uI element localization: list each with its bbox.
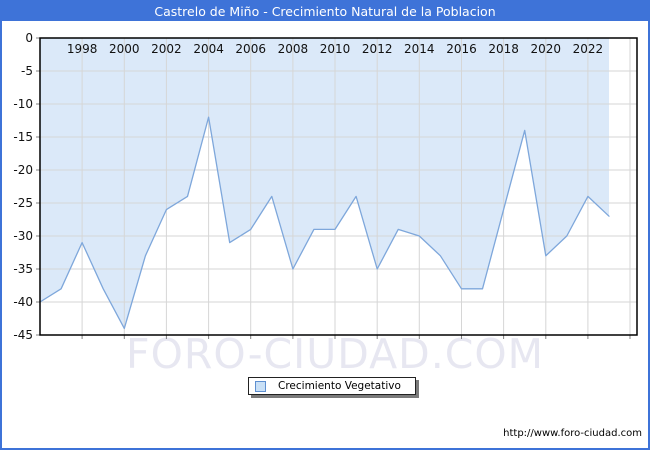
svg-text:-40: -40 <box>13 295 33 309</box>
chart-title: Castrelo de Miño - Crecimiento Natural d… <box>154 4 496 19</box>
svg-text:2022: 2022 <box>573 42 604 56</box>
svg-text:2014: 2014 <box>404 42 435 56</box>
area-fill <box>40 38 609 329</box>
svg-text:2000: 2000 <box>109 42 140 56</box>
svg-text:-15: -15 <box>13 130 33 144</box>
svg-text:-20: -20 <box>13 163 33 177</box>
x-axis-labels: 1998 2000 2002 2004 2006 2008 2010 2012 2014 2016… <box>67 42 603 56</box>
svg-text:2016: 2016 <box>446 42 477 56</box>
svg-text:0: 0 <box>25 31 33 45</box>
svg-text:-35: -35 <box>13 262 33 276</box>
legend: Crecimiento Vegetativo <box>248 377 416 395</box>
series-swatch-icon <box>255 380 266 392</box>
svg-text:-30: -30 <box>13 229 33 243</box>
svg-text:2008: 2008 <box>278 42 309 56</box>
svg-text:-25: -25 <box>13 196 33 210</box>
svg-text:2004: 2004 <box>193 42 224 56</box>
plot-border <box>39 37 638 336</box>
svg-text:2018: 2018 <box>488 42 519 56</box>
svg-text:2010: 2010 <box>320 42 351 56</box>
legend-label: Crecimiento Vegetativo <box>278 380 401 392</box>
svg-text:2020: 2020 <box>531 42 562 56</box>
svg-text:1998: 1998 <box>67 42 98 56</box>
title-bar: Castrelo de Miño - Crecimiento Natural d… <box>2 2 648 21</box>
trend-line <box>39 116 610 330</box>
svg-text:-5: -5 <box>21 64 33 78</box>
gridlines <box>40 38 637 335</box>
svg-text:2012: 2012 <box>362 42 393 56</box>
svg-text:2006: 2006 <box>235 42 266 56</box>
svg-text:-45: -45 <box>13 328 33 342</box>
y-axis-labels: 0 -5 -10 -15 -20 -25 -30 -35 -40 -45 <box>13 31 33 342</box>
svg-text:-10: -10 <box>13 97 33 111</box>
site-url: http://www.foro-ciudad.com <box>503 428 642 439</box>
svg-text:2002: 2002 <box>151 42 182 56</box>
